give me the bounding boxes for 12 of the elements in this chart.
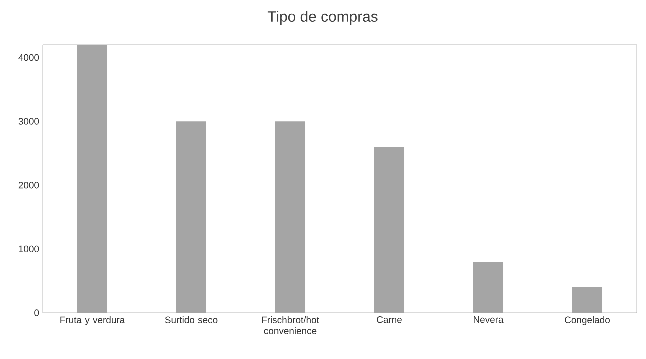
y-tick-label: 1000: [19, 246, 40, 253]
y-tick-label: 3000: [18, 118, 40, 125]
x-tick-label: Carne: [377, 316, 402, 324]
x-tick-label: Surtido seco: [165, 316, 218, 324]
y-tick-label: 2000: [18, 182, 40, 189]
x-tick-label: Fruta y verdura: [60, 316, 126, 326]
x-tick-label: Congelado: [565, 316, 610, 326]
y-tick-label: 4000: [18, 54, 40, 62]
chart-title: Tipo de compras: [268, 11, 378, 25]
x-tick-label: Frischbrot/hot convenience: [262, 316, 320, 334]
y-tick-label: 0: [34, 310, 40, 316]
x-tick-label: Nevera: [474, 316, 504, 324]
